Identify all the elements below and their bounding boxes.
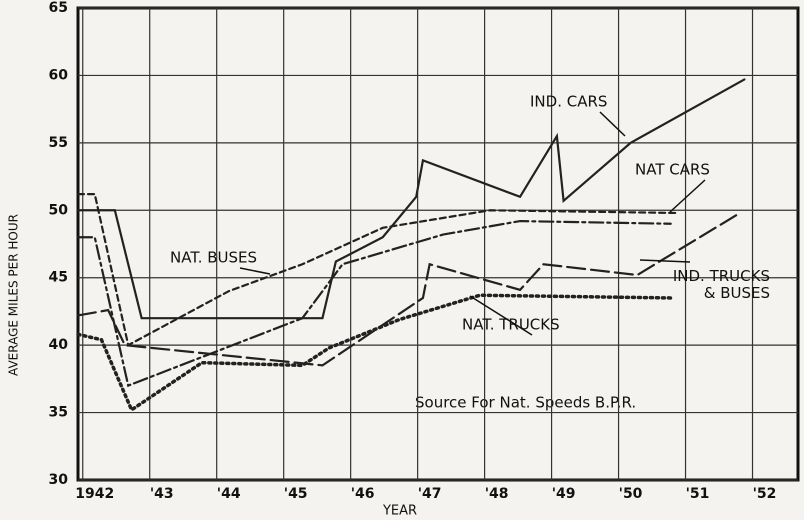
y-tick-label: 60 — [49, 67, 69, 83]
arrow — [239, 267, 271, 275]
y-tick-label: 65 — [49, 0, 68, 16]
series-line — [76, 78, 746, 320]
x-tick-label: '52 — [753, 486, 777, 502]
x-tick-label: '50 — [619, 486, 643, 502]
y-tick-label: 55 — [49, 135, 68, 151]
x-tick-label: '48 — [485, 486, 509, 502]
x-tick-label: '49 — [552, 486, 576, 502]
arrow — [599, 111, 626, 137]
x-tick-label: '51 — [686, 486, 710, 502]
x-tick-label: '43 — [150, 486, 174, 502]
series-label: IND. TRUCKS & BUSES — [672, 268, 770, 302]
y-tick-label: 50 — [49, 202, 69, 218]
x-axis-label: YEAR — [382, 504, 417, 519]
source-note: Source For Nat. Speeds B.P.R. — [415, 394, 636, 412]
series-line — [76, 293, 673, 413]
x-tick-label: '44 — [217, 486, 241, 502]
series-label: IND. CARS — [530, 93, 607, 111]
series-line — [76, 219, 672, 388]
series-label: NAT. TRUCKS — [462, 316, 560, 334]
x-tick-label: 1942 — [75, 486, 114, 502]
y-tick-label: 30 — [49, 472, 69, 488]
x-tick-label: '46 — [351, 486, 375, 502]
y-tick-label: 35 — [49, 405, 68, 421]
series-label: NAT. BUSES — [170, 249, 257, 267]
x-tick-label: '47 — [418, 486, 442, 502]
series-label: NAT CARS — [635, 161, 710, 179]
series-line — [76, 213, 739, 367]
series-label: IND. TRUCKS & BUSES — [672, 268, 770, 302]
series-line — [76, 193, 679, 347]
arrow — [639, 259, 691, 263]
y-axis-label: AVERAGE MILES PER HOUR — [7, 214, 21, 376]
arrow — [469, 295, 533, 336]
y-tick-label: 40 — [49, 337, 69, 353]
arrow — [669, 179, 706, 213]
y-tick-label: 45 — [49, 270, 68, 286]
x-tick-label: '45 — [284, 486, 308, 502]
